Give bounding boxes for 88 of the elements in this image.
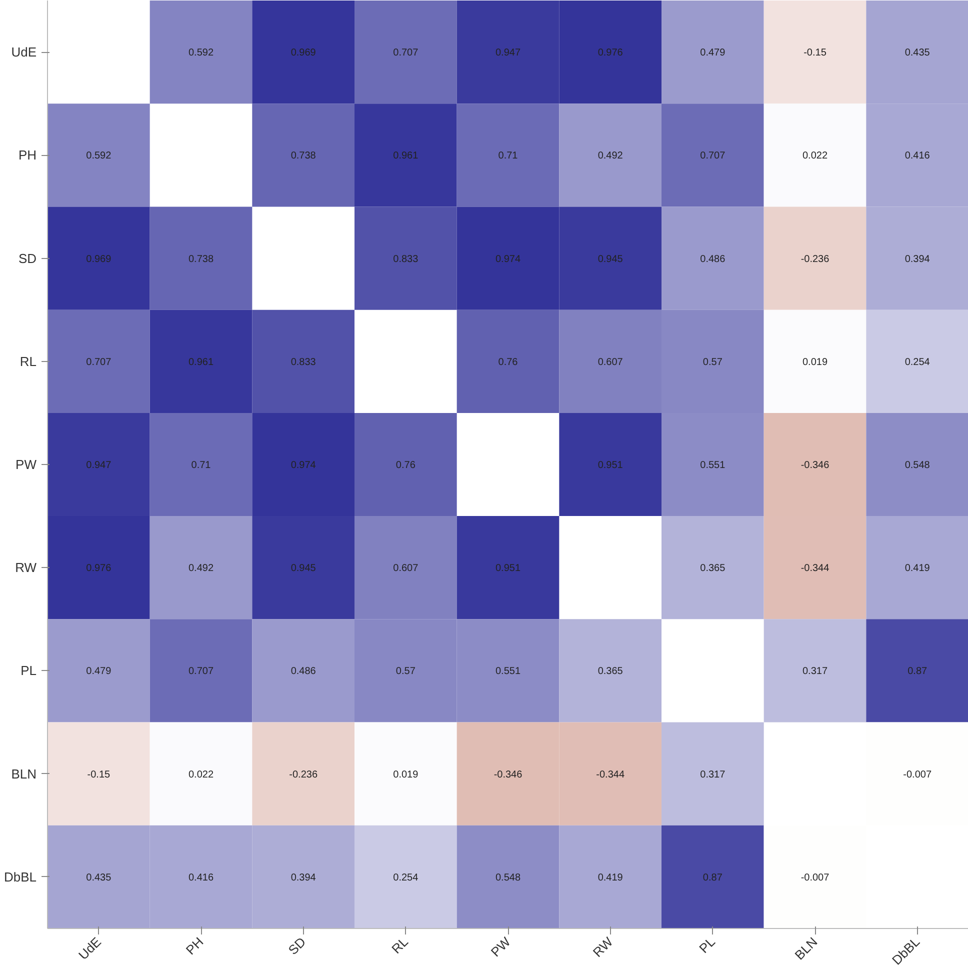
data-label: 0.394 xyxy=(904,254,930,265)
data-label: 0.019 xyxy=(802,356,828,368)
data-label: 0.707 xyxy=(393,48,419,59)
data-label: 0.394 xyxy=(290,872,316,884)
data-label: 0.317 xyxy=(700,769,726,780)
data-label: -0.344 xyxy=(800,563,830,574)
y-tick-label: SD xyxy=(18,250,37,266)
data-label: 0.738 xyxy=(188,254,214,265)
data-label: 0.479 xyxy=(700,48,726,59)
data-label: 0.71 xyxy=(191,460,212,471)
y-tick-label: RW xyxy=(15,560,38,576)
data-label: 0.486 xyxy=(290,666,316,678)
data-label: 0.71 xyxy=(498,150,518,162)
data-label: 0.435 xyxy=(904,48,930,59)
data-label: 0.435 xyxy=(86,872,112,884)
data-label: 0.416 xyxy=(904,150,930,162)
data-label: -0.007 xyxy=(903,769,932,780)
data-label: -0.15 xyxy=(87,769,110,780)
data-label: 0.254 xyxy=(393,872,419,884)
data-label: 0.961 xyxy=(393,150,419,162)
data-label: -0.344 xyxy=(596,769,625,780)
data-label: 0.969 xyxy=(290,48,316,59)
data-label: 0.947 xyxy=(495,48,521,59)
x-tick-label: UdE xyxy=(75,934,104,963)
data-label: 0.365 xyxy=(598,666,624,678)
data-label: 0.022 xyxy=(802,150,828,162)
y-tick-label: PH xyxy=(18,148,37,163)
data-label: 0.951 xyxy=(598,460,624,471)
data-label: 0.592 xyxy=(188,48,214,59)
data-label: 0.551 xyxy=(495,666,521,678)
data-label: 0.019 xyxy=(393,769,419,780)
data-label: 0.022 xyxy=(188,769,214,780)
data-label: 0.492 xyxy=(188,563,214,574)
data-label: 0.592 xyxy=(86,150,112,162)
data-label: 0.951 xyxy=(495,563,521,574)
data-label: 0.945 xyxy=(598,254,624,265)
data-label: 0.947 xyxy=(86,460,112,471)
data-label: 0.969 xyxy=(86,254,112,265)
data-label: 0.551 xyxy=(700,460,726,471)
data-label: 0.707 xyxy=(700,150,726,162)
data-label: 0.976 xyxy=(598,48,624,59)
data-label: -0.346 xyxy=(800,460,830,471)
data-label: 0.833 xyxy=(290,356,316,368)
data-label: 0.738 xyxy=(290,150,316,162)
data-label: 0.419 xyxy=(598,872,624,884)
data-label: 0.833 xyxy=(393,254,419,265)
y-tick-label: UdE xyxy=(11,44,37,60)
data-label: -0.236 xyxy=(289,769,318,780)
x-tick-label: PW xyxy=(488,934,514,960)
data-label: 0.961 xyxy=(188,356,214,368)
x-tick-label: RL xyxy=(388,934,411,957)
data-label: -0.007 xyxy=(800,872,830,884)
x-tick-label: PH xyxy=(182,934,206,958)
data-label: 0.492 xyxy=(598,150,624,162)
data-label: 0.57 xyxy=(702,356,723,368)
data-label: 0.87 xyxy=(702,872,723,884)
y-tick-label: BLN xyxy=(11,766,37,782)
data-label: 0.76 xyxy=(498,356,518,368)
data-label: 0.707 xyxy=(188,666,214,678)
data-label: 0.419 xyxy=(904,563,930,574)
data-label: 0.548 xyxy=(495,872,521,884)
data-label: 0.87 xyxy=(908,666,928,678)
data-label: 0.974 xyxy=(290,460,316,471)
data-label: 0.365 xyxy=(700,563,726,574)
y-tick-label: PL xyxy=(20,663,37,678)
x-tick-label: PL xyxy=(696,934,718,956)
data-label: 0.76 xyxy=(396,460,416,471)
data-label: 0.976 xyxy=(86,563,112,574)
data-label: 0.416 xyxy=(188,872,214,884)
data-label: -0.346 xyxy=(494,769,523,780)
data-label: 0.607 xyxy=(598,356,624,368)
x-tick-label: SD xyxy=(285,934,309,958)
data-label: 0.57 xyxy=(396,666,416,678)
data-label: 0.317 xyxy=(802,666,828,678)
y-tick-label: DbBL xyxy=(4,869,37,884)
data-label: -0.236 xyxy=(800,254,830,265)
y-tick-label: RL xyxy=(20,354,37,369)
data-label: 0.254 xyxy=(904,356,930,368)
data-label: 0.607 xyxy=(393,563,419,574)
data-label: -0.15 xyxy=(804,48,827,59)
data-label: 0.548 xyxy=(904,460,930,471)
x-tick-label: RW xyxy=(590,934,616,960)
y-tick-label: PW xyxy=(16,457,38,472)
data-label: 0.707 xyxy=(86,356,112,368)
data-label: 0.479 xyxy=(86,666,112,678)
data-label: 0.945 xyxy=(290,563,316,574)
data-label: 0.974 xyxy=(495,254,521,265)
data-label: 0.486 xyxy=(700,254,726,265)
